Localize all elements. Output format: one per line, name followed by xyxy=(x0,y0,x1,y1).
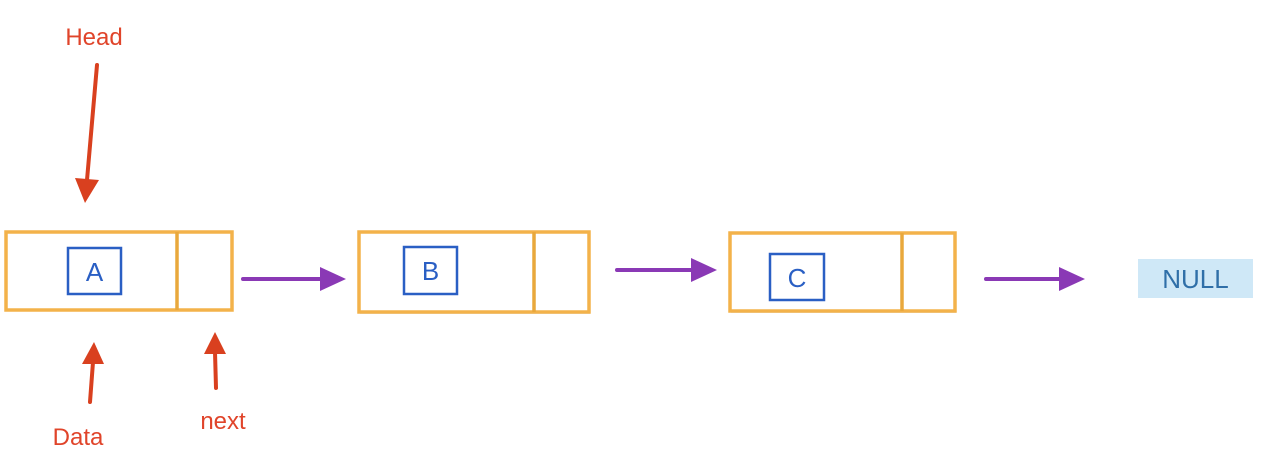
link-arrow-a-b xyxy=(241,267,346,291)
head-pointer-arrow xyxy=(75,63,99,203)
data-box-a xyxy=(66,246,123,296)
link-arrow-c-null xyxy=(984,267,1085,291)
link-arrow-b-c xyxy=(615,258,717,282)
next-pointer-arrow xyxy=(204,332,226,390)
data-box-b xyxy=(402,245,459,296)
list-node-b: B xyxy=(357,230,591,314)
node-value-a: A xyxy=(86,257,104,287)
list-node-c: C xyxy=(728,231,957,313)
null-terminator: NULL xyxy=(1138,259,1253,298)
null-label: NULL xyxy=(1162,264,1228,294)
data-box-c xyxy=(768,252,826,302)
data-pointer-arrow xyxy=(82,342,104,404)
list-node-a: A xyxy=(4,230,234,312)
node-value-c: C xyxy=(788,263,807,293)
next-label: next xyxy=(200,408,246,435)
head-label: Head xyxy=(65,24,122,51)
data-label: Data xyxy=(53,424,104,451)
node-value-b: B xyxy=(422,256,439,286)
